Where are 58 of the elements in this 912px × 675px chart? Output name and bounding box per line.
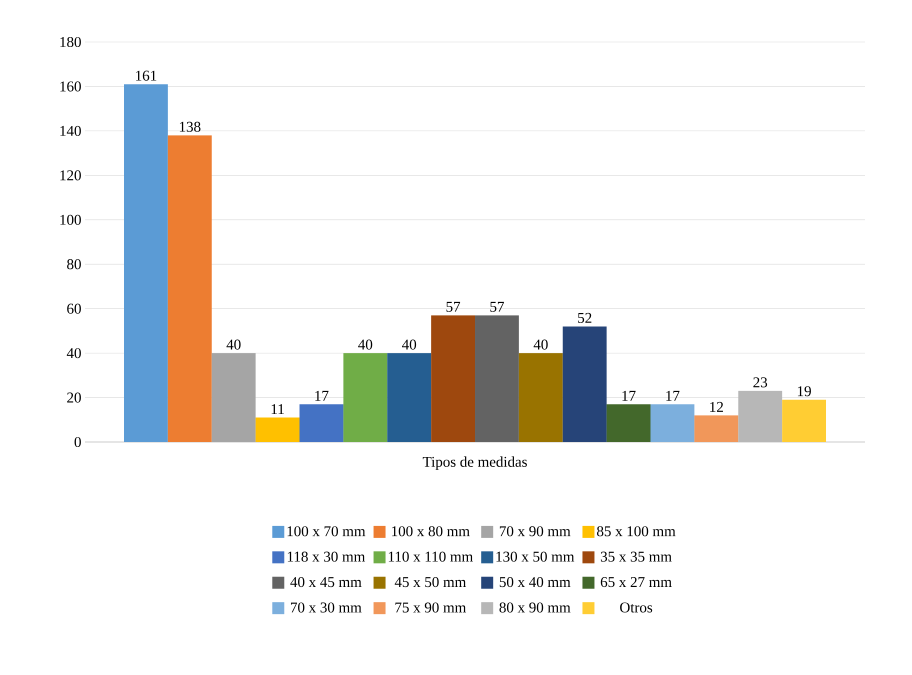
- data-label: 17: [666, 390, 680, 401]
- bar: [562, 326, 607, 442]
- legend-label: 100 x 80 mm: [392, 526, 470, 536]
- bar: [343, 353, 388, 442]
- legend-label: 118 x 30 mm: [288, 552, 366, 562]
- data-label: 19: [798, 386, 811, 396]
- legend-label: 45 x 50 mm: [394, 577, 466, 588]
- data-label: 12: [710, 402, 723, 412]
- data-label: 40: [402, 340, 416, 350]
- y-tick-label: 40: [66, 348, 81, 358]
- data-label: 57: [446, 302, 460, 312]
- legend-label: 110 x 110 mm: [388, 552, 473, 562]
- bar: [431, 315, 476, 442]
- bar: [387, 353, 432, 442]
- y-tick-label: 80: [67, 259, 81, 270]
- legend-label: 100 x 70 mm: [288, 526, 366, 536]
- legend-label: 35 x 35 mm: [600, 552, 672, 562]
- data-label: 17: [315, 390, 328, 401]
- data-label: 161: [136, 70, 156, 81]
- legend-label: 75 x 90 mm: [395, 602, 466, 613]
- legend-label: Otros: [620, 602, 652, 612]
- data-label: 11: [272, 404, 284, 414]
- legend-label: 130 x 50 mm: [496, 552, 574, 562]
- y-tick-label: 60: [67, 304, 81, 314]
- y-tick-label: 20: [67, 392, 81, 403]
- bar: [606, 404, 651, 442]
- y-tick-label: 180: [60, 36, 81, 48]
- legend-label: 50 x 40 mm: [500, 577, 570, 588]
- data-label: 52: [578, 312, 592, 323]
- legend-label: 40 x 45 mm: [290, 577, 362, 588]
- data-label: 40: [226, 340, 241, 350]
- data-label: 17: [622, 390, 636, 401]
- data-label: 40: [358, 340, 372, 350]
- bar: [212, 353, 256, 442]
- legend-label: 65 x 27 mm: [600, 577, 672, 588]
- x-axis-title: Tipos de medidas: [422, 456, 527, 470]
- bar: [300, 404, 344, 442]
- bar: [124, 84, 168, 442]
- data-label: 57: [490, 302, 504, 312]
- legend-label: 80 x 90 mm: [499, 602, 570, 613]
- y-tick-label: 140: [60, 126, 81, 136]
- bar: [694, 415, 738, 442]
- bar: [518, 353, 563, 442]
- legend-label: 70 x 30 mm: [290, 602, 362, 613]
- bar: [475, 315, 519, 442]
- bar: [256, 418, 300, 442]
- data-label: 23: [753, 377, 768, 388]
- y-tick-label: 0: [74, 436, 81, 448]
- y-tick-label: 120: [60, 170, 81, 180]
- legend-label: 85 x 100 mm: [597, 526, 676, 536]
- data-label: 138: [180, 122, 200, 132]
- y-tick-label: 160: [60, 81, 81, 92]
- legend-label: 70 x 90 mm: [500, 526, 570, 536]
- bar: [650, 404, 694, 442]
- data-label: 40: [534, 340, 548, 350]
- bar: [168, 135, 212, 442]
- y-tick-label: 100: [60, 214, 81, 225]
- bar: [782, 400, 826, 442]
